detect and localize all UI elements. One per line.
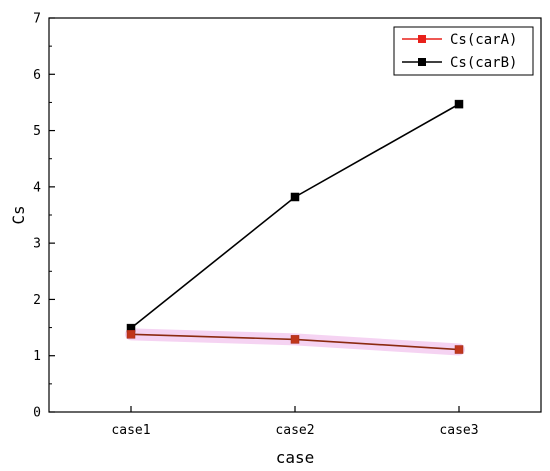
y-tick-label: 3	[33, 237, 41, 252]
legend: Cs(carA) Cs(carB)	[393, 26, 534, 76]
x-tick-label: case2	[275, 423, 314, 438]
data-point-marker	[290, 335, 300, 344]
series-line	[130, 103, 460, 329]
plot-frame	[48, 17, 542, 413]
y-tick-label: 5	[33, 124, 41, 139]
y-axis-ticks: 0 1 2 3 4 5 6 7	[33, 12, 55, 421]
series-Cs(carA)	[126, 330, 464, 354]
x-tick-label: case1	[111, 423, 150, 438]
x-axis-title: case	[276, 448, 315, 467]
series-layer	[126, 99, 464, 354]
data-point-marker	[126, 330, 136, 339]
data-point-marker	[290, 192, 300, 202]
y-tick-label: 4	[33, 180, 41, 195]
plot-border	[48, 17, 542, 413]
legend-item: Cs(carB)	[402, 55, 517, 71]
y-tick-label: 7	[33, 12, 41, 27]
x-axis-ticks: case1 case2 case3	[111, 406, 479, 438]
legend-label: Cs(carB)	[450, 55, 517, 71]
y-tick-label: 6	[33, 68, 41, 83]
legend-marker	[418, 58, 426, 66]
y-tick-label: 0	[33, 406, 41, 421]
data-point-marker	[454, 99, 464, 109]
x-tick-label: case3	[439, 423, 478, 438]
legend-label: Cs(carA)	[450, 32, 517, 48]
y-axis-title: Cs	[9, 205, 28, 224]
y-tick-label: 1	[33, 349, 41, 364]
legend-box	[393, 26, 534, 76]
legend-item: Cs(carA)	[402, 32, 517, 48]
y-tick-label: 2	[33, 293, 41, 308]
legend-marker	[418, 35, 426, 43]
series-Cs(carB)	[126, 99, 464, 333]
data-point-marker	[454, 345, 464, 354]
